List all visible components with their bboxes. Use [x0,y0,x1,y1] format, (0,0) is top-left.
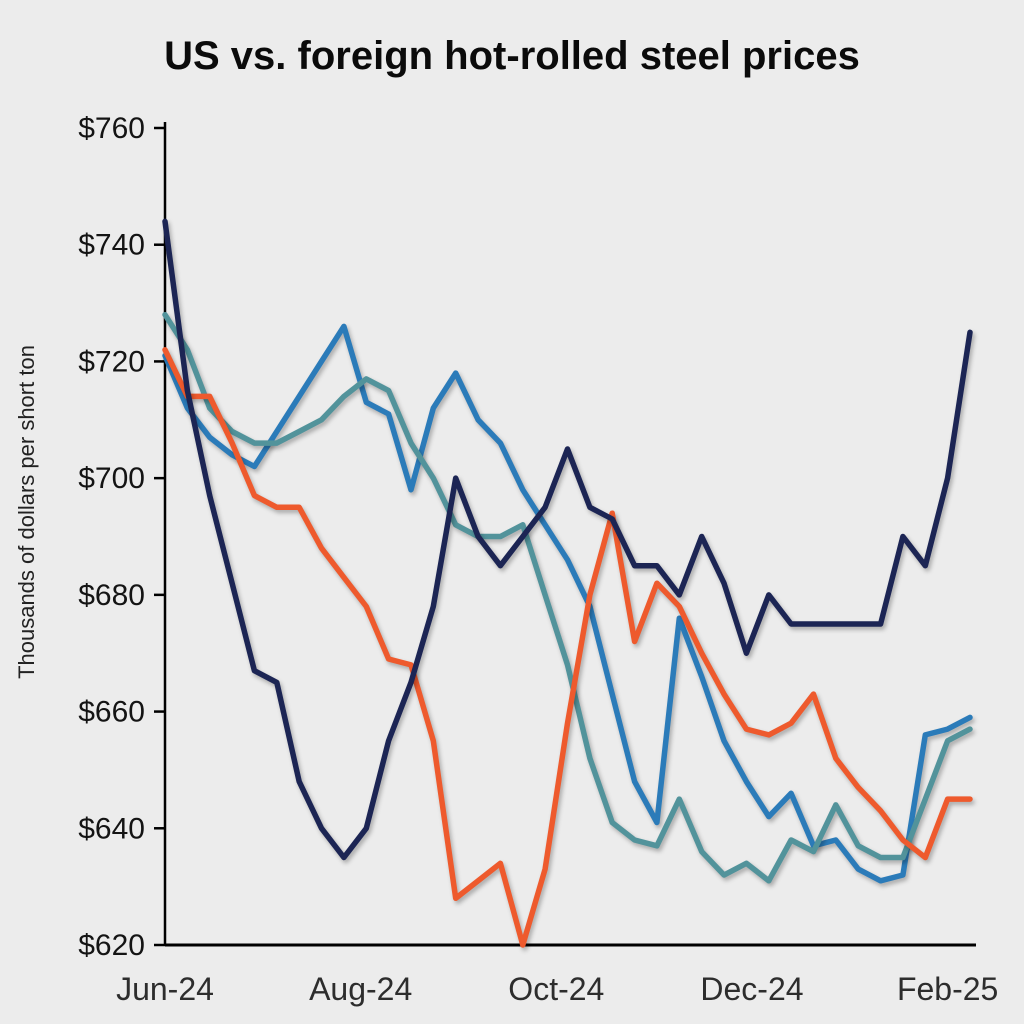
x-tick-label: Jun-24 [116,971,214,1007]
chart-title: US vs. foreign hot-rolled steel prices [164,34,860,78]
x-tick-label: Dec-24 [700,971,803,1007]
x-tick-label: Aug-24 [309,971,412,1007]
series-teal-line [162,311,973,884]
x-tick-label: Feb-25 [897,971,998,1007]
series-orange-line [162,347,973,948]
series-navy-line [162,218,973,861]
x-tick-label: Oct-24 [508,971,604,1007]
y-tick-label: $620 [78,929,145,962]
y-tick-label: $740 [78,229,145,262]
series-blue-line [162,323,973,884]
y-tick-label: $700 [78,462,145,495]
y-tick-label: $680 [78,579,145,612]
y-tick-label: $660 [78,696,145,729]
y-tick-label: $640 [78,812,145,845]
y-tick-label: $760 [78,112,145,145]
y-tick-label: $720 [78,345,145,378]
